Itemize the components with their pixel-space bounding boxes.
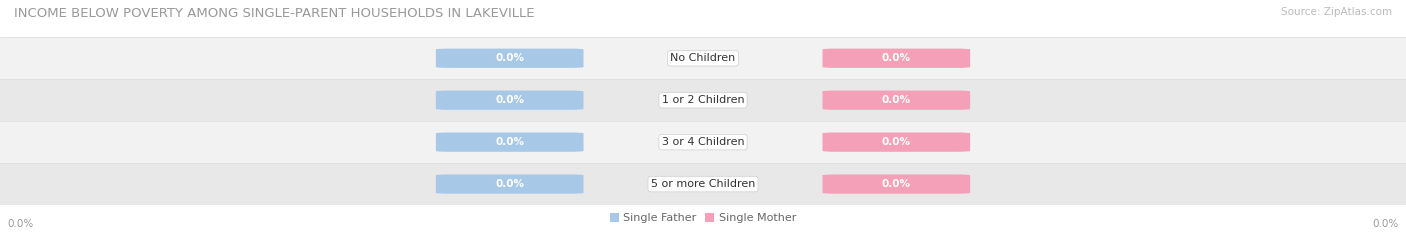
Text: 0.0%: 0.0% [882, 137, 911, 147]
FancyBboxPatch shape [436, 175, 583, 194]
Bar [0, 121, 1406, 163]
FancyBboxPatch shape [436, 49, 583, 68]
Text: Source: ZipAtlas.com: Source: ZipAtlas.com [1281, 7, 1392, 17]
Text: 0.0%: 0.0% [882, 179, 911, 189]
FancyBboxPatch shape [823, 91, 970, 110]
Text: 0.0%: 0.0% [7, 219, 34, 229]
FancyBboxPatch shape [823, 133, 970, 152]
FancyBboxPatch shape [436, 91, 583, 110]
Bar [0, 163, 1406, 205]
Text: 0.0%: 0.0% [1372, 219, 1399, 229]
Text: 0.0%: 0.0% [495, 179, 524, 189]
Legend: Single Father, Single Mother: Single Father, Single Mother [606, 208, 800, 227]
FancyBboxPatch shape [823, 49, 970, 68]
Text: No Children: No Children [671, 53, 735, 63]
FancyBboxPatch shape [436, 133, 583, 152]
Text: 0.0%: 0.0% [495, 95, 524, 105]
Text: INCOME BELOW POVERTY AMONG SINGLE-PARENT HOUSEHOLDS IN LAKEVILLE: INCOME BELOW POVERTY AMONG SINGLE-PARENT… [14, 7, 534, 20]
Text: 0.0%: 0.0% [495, 53, 524, 63]
Text: 0.0%: 0.0% [882, 95, 911, 105]
Bar [0, 79, 1406, 121]
FancyBboxPatch shape [823, 175, 970, 194]
Text: 0.0%: 0.0% [882, 53, 911, 63]
Text: 1 or 2 Children: 1 or 2 Children [662, 95, 744, 105]
Bar [0, 37, 1406, 79]
Text: 0.0%: 0.0% [495, 137, 524, 147]
Text: 3 or 4 Children: 3 or 4 Children [662, 137, 744, 147]
Text: 5 or more Children: 5 or more Children [651, 179, 755, 189]
